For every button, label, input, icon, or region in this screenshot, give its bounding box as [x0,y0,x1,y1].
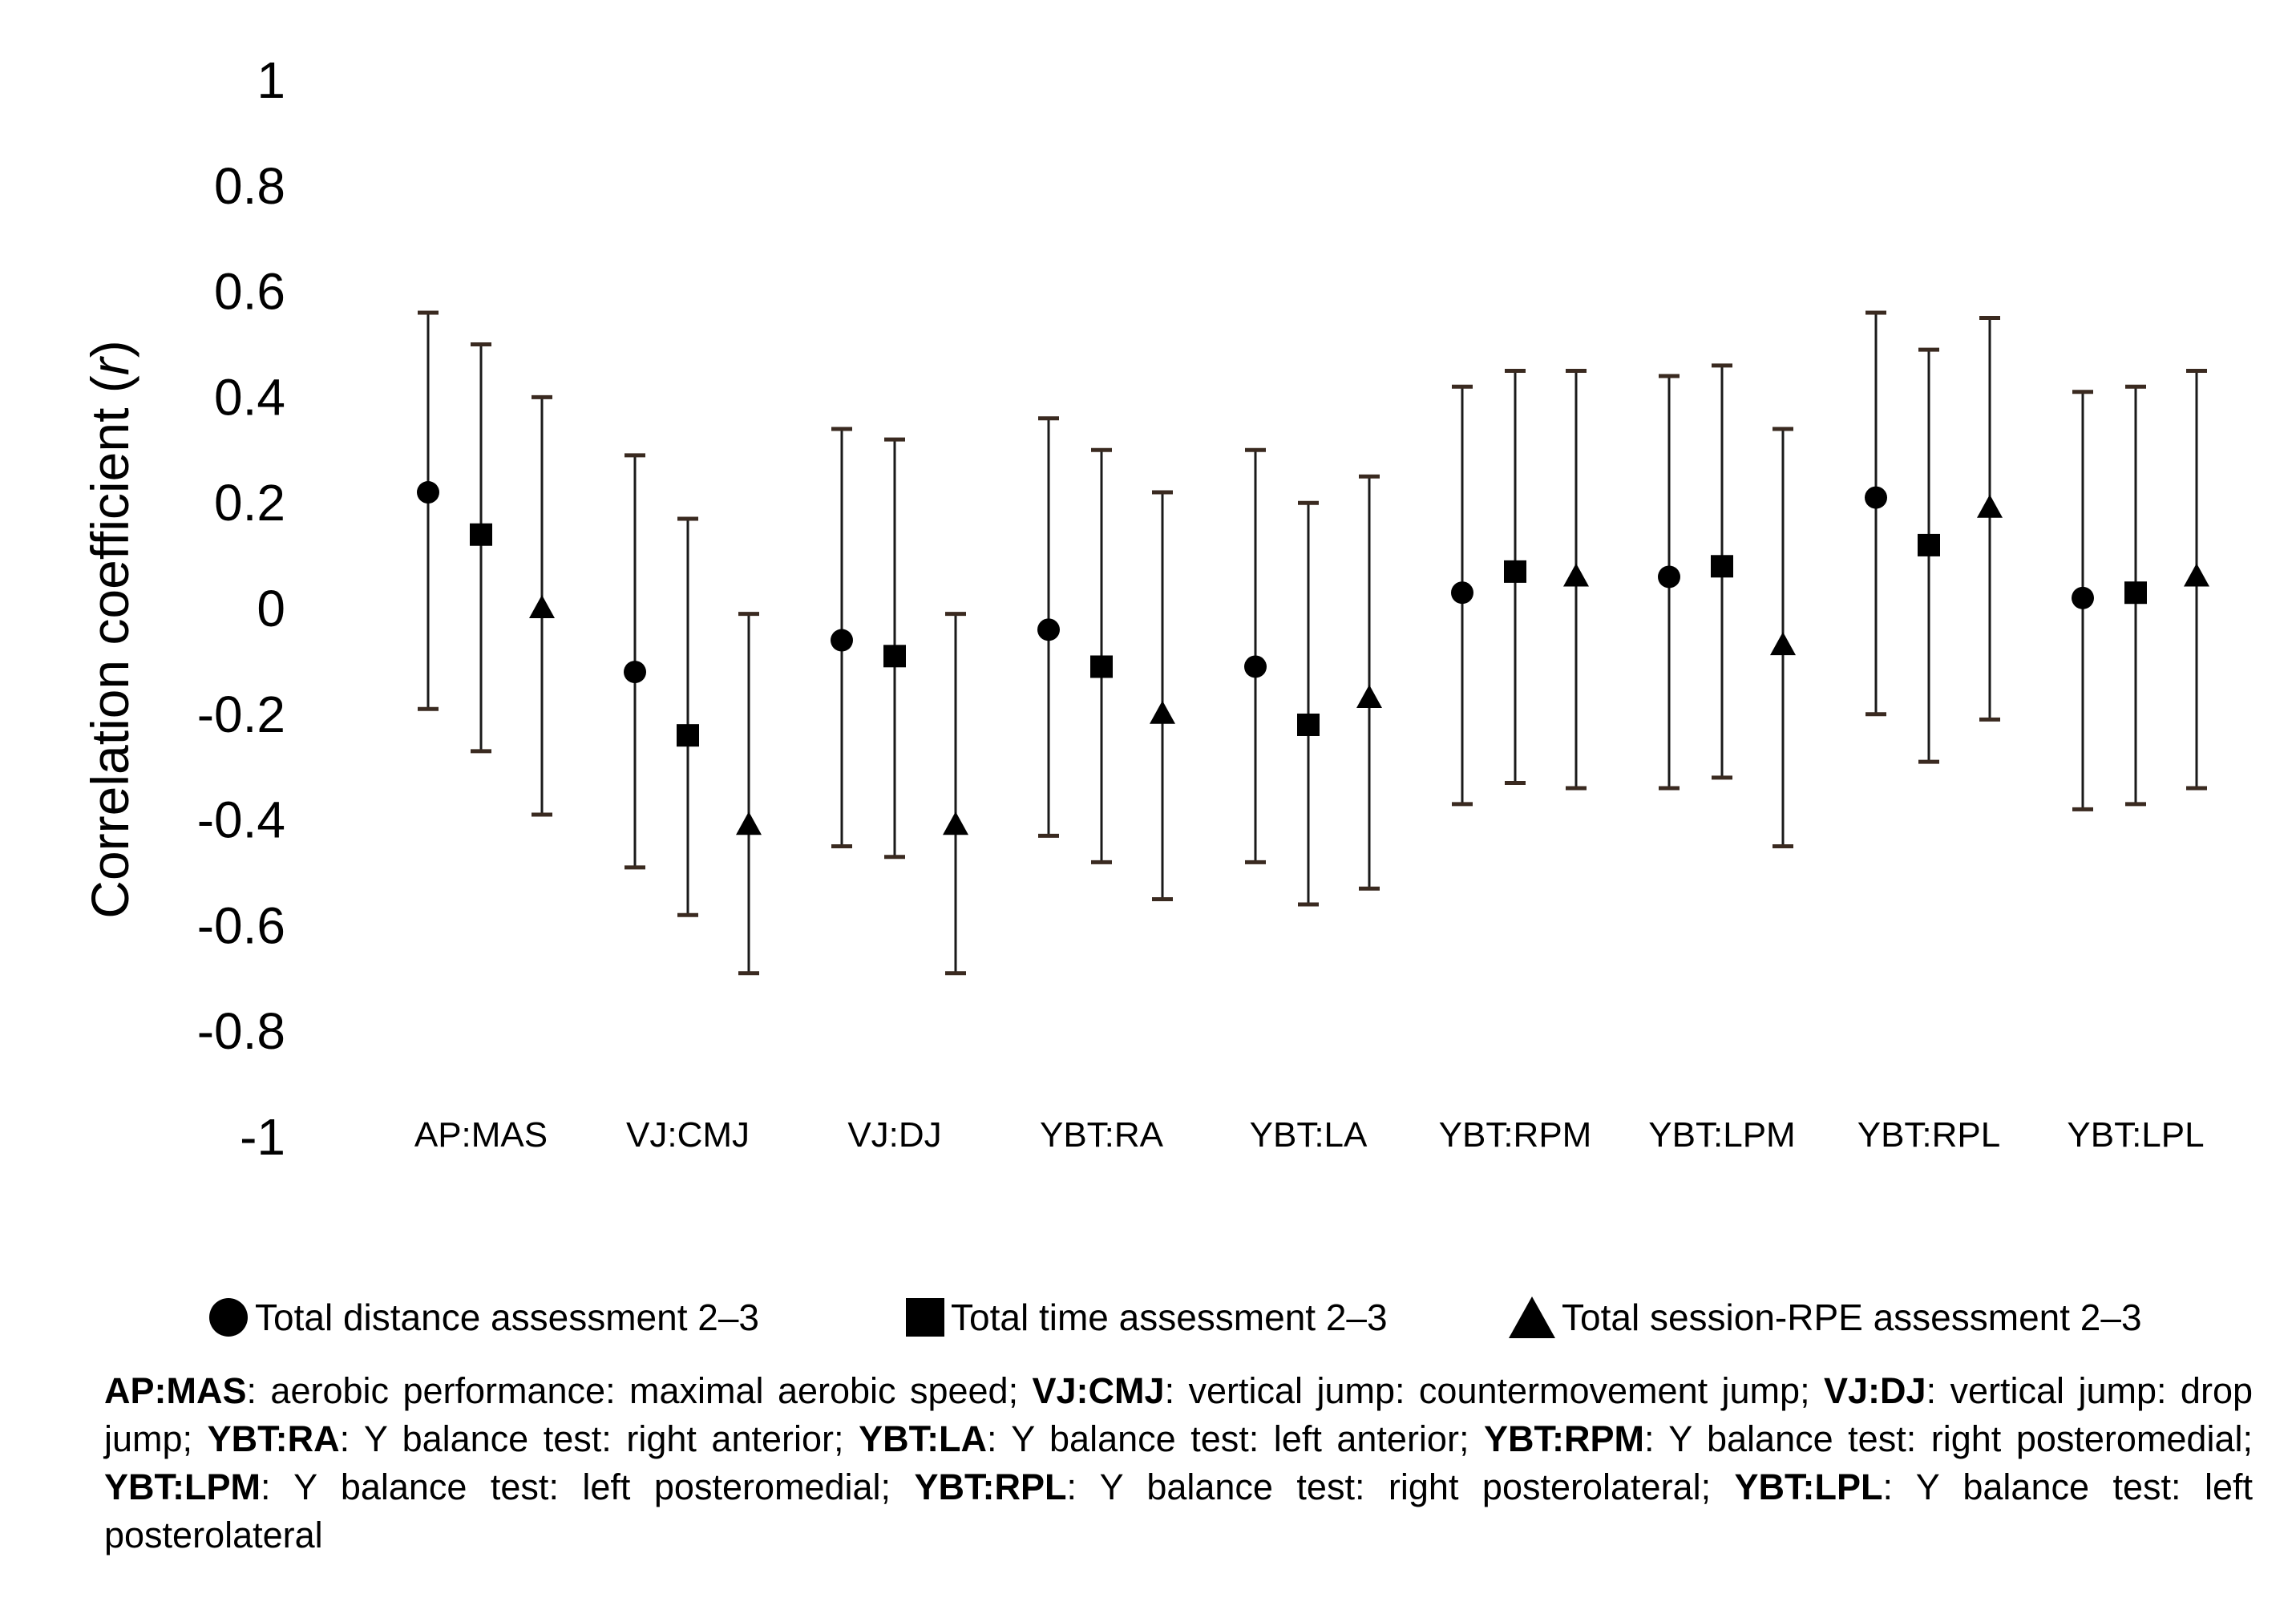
x-category-label: AP:MAS [414,1115,548,1155]
legend: Total distance assessment 2–3 Total time… [0,1281,2296,1353]
y-axis-label-italic: r [80,355,139,375]
abbr-definition: : aerobic performance: maximal aerobic s… [246,1370,1033,1411]
legend-label-time: Total time assessment 2–3 [951,1296,1388,1338]
abbr-definition: : Y balance test: left posterolateral [104,1466,2253,1555]
y-axis-tick-labels: 1 0.8 0.6 0.4 0.2 0 -0.2 -0.4 -0.6 -0.8 -1 [197,51,285,1166]
data-point-triangle [1563,563,1589,587]
y-tick-label: -0.8 [197,1002,285,1060]
data-point-square [1297,713,1320,736]
y-tick-label: -0.6 [197,896,285,954]
abbr-definition: : Y balance test: left posteromedial; [261,1466,915,1507]
abbr-term: YBT:LPL [1734,1466,1883,1507]
legend-item-distance: Total distance assessment 2–3 [207,1281,759,1353]
data-point-circle [417,481,439,504]
data-point-triangle [2184,563,2209,587]
legend-circle-marker-icon [209,1298,248,1337]
data-point-square [677,724,699,747]
data-point-triangle [1356,685,1382,709]
y-tick-label: 0.8 [214,157,285,215]
legend-item-time: Total time assessment 2–3 [904,1281,1388,1353]
abbr-definition: : vertical jump: countermovement jump; [1164,1370,1824,1411]
data-point-triangle [1977,494,2003,518]
y-axis-label-close: ) [80,340,139,358]
data-point-triangle [1770,632,1796,656]
y-tick-label: -0.4 [197,791,285,849]
y-axis-label-main: Correlation coefficient ( [80,375,139,918]
data-point-circle [2072,586,2094,609]
abbr-term: YBT:LA [859,1418,988,1459]
y-tick-label: 0.4 [214,368,285,426]
error-bar-chart: 1 0.8 0.6 0.4 0.2 0 -0.2 -0.4 -0.6 -0.8 -1 Correla… [80,51,2209,1166]
abbr-definition: : Y balance test: right posterolateral; [1066,1466,1735,1507]
abbr-term: AP:MAS [104,1370,247,1411]
abbr-definition: : Y balance test: left anterior; [987,1418,1484,1459]
x-category-label: YBT:RA [1040,1115,1164,1155]
abbr-definition: : Y balance test: right anterior; [339,1418,859,1459]
data-point-square [1504,560,1526,583]
legend-square-marker-icon [906,1298,944,1337]
y-tick-label: -1 [240,1108,285,1166]
abbr-definition: : vertical jump: drop jump; [104,1370,2253,1459]
data-point-square [1090,655,1113,678]
data-point-circle [1037,618,1060,641]
abbr-term: VJ:DJ [1824,1370,1926,1411]
y-tick-label: -0.2 [197,686,285,743]
plot-marks [417,310,2209,976]
data-point-triangle [943,811,968,835]
x-category-label: YBT:RPM [1439,1115,1592,1155]
y-tick-label: 0 [257,580,285,637]
data-point-circle [1658,565,1680,589]
legend-label-session-rpe: Total session-RPE assessment 2–3 [1562,1296,2142,1338]
data-point-square [470,523,492,546]
legend-triangle-marker-icon [1509,1296,1555,1338]
y-tick-label: 0.2 [214,474,285,532]
data-point-circle [831,629,853,652]
data-point-square [1711,555,1733,578]
x-category-label: YBT:RPL [1857,1115,2001,1155]
legend-label-distance: Total distance assessment 2–3 [255,1296,760,1338]
x-category-label: YBT:LPM [1648,1115,1795,1155]
y-tick-label: 0.6 [214,263,285,321]
legend-item-session-rpe: Total session-RPE assessment 2–3 [1507,1281,2142,1353]
x-category-label: VJ:DJ [847,1115,941,1155]
abbr-term: YBT:LPM [104,1466,261,1507]
y-axis-label: Correlation coefficient (r) [80,340,139,918]
x-category-label: YBT:LA [1250,1115,1368,1155]
data-point-square [1918,533,1940,556]
abbr-term: YBT:RPM [1484,1418,1644,1459]
data-point-circle [624,661,646,684]
data-point-circle [1244,655,1267,678]
abbr-term: VJ:CMJ [1032,1370,1165,1411]
data-point-square [2124,581,2147,605]
abbr-term: YBT:RPL [914,1466,1067,1507]
data-point-circle [1451,581,1473,605]
data-point-triangle [1150,700,1175,724]
data-point-triangle [736,811,762,835]
y-tick-label: 1 [257,51,285,109]
data-point-circle [1865,486,1887,509]
x-axis-category-labels: AP:MAS VJ:CMJ VJ:DJ YBT:RA YBT:LA YBT:RPM YBT:… [414,1115,2205,1155]
abbr-term: YBT:RA [207,1418,340,1459]
data-point-triangle [529,595,555,618]
abbr-definition: : Y balance test: right posteromedial; [1644,1418,2253,1459]
x-category-label: YBT:LPL [2067,1115,2204,1155]
abbreviations-note: AP:MAS: aerobic performance: maximal aer… [104,1367,2253,1559]
data-point-square [883,645,906,668]
x-category-label: VJ:CMJ [626,1115,750,1155]
